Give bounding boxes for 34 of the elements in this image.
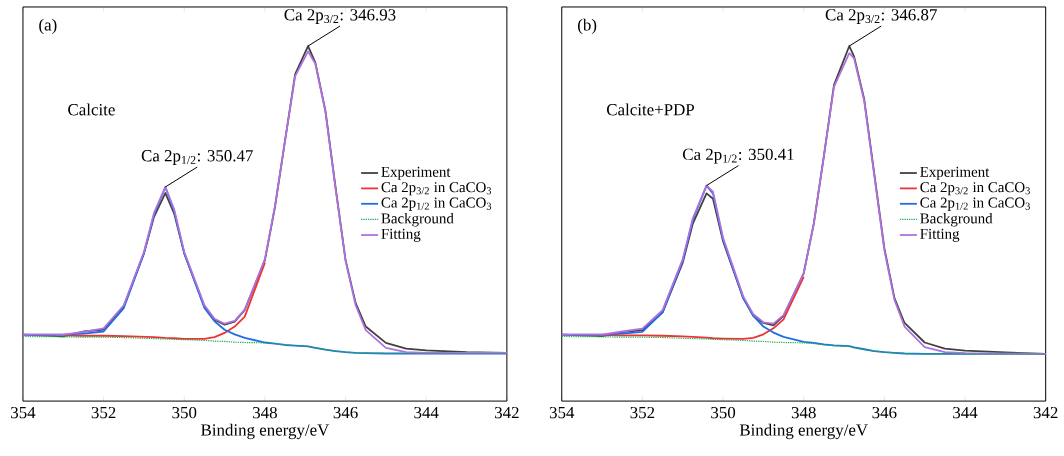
annotation: Ca 2p$_{3/2}$: 346.93 — [284, 9, 396, 24]
x-tick-label: 344 — [414, 406, 439, 419]
x-tick-label: 350 — [172, 406, 197, 419]
legend-label: Ca 2p$_{3/2}$ in CaCO$_{3}$ — [381, 182, 492, 196]
text: (b) — [578, 18, 597, 35]
x-tick-label: 346 — [872, 406, 897, 419]
x-tick-label: 348 — [253, 406, 277, 419]
x-axis-title: Binding energy/eV — [201, 423, 330, 440]
annotation: Calcite+PDP — [606, 103, 695, 116]
legend-label: Ca 2p$_{1/2}$ in CaCO$_{3}$ — [381, 197, 492, 211]
x-tick-label: 346 — [333, 406, 358, 419]
legend-label: Fitting — [920, 228, 960, 242]
x-tick-label: 342 — [1033, 406, 1058, 419]
legend-label: Experiment — [920, 166, 990, 180]
x-tick-label: 352 — [630, 406, 655, 419]
annotation: Ca 2p$_{3/2}$: 346.87 — [825, 9, 937, 24]
legend-label: Background — [381, 213, 454, 227]
x-axis-title: Binding energy/eV — [739, 423, 868, 440]
legend-label: Fitting — [381, 228, 421, 242]
legend-label: Ca 2p$_{1/2}$ in CaCO$_{3}$ — [920, 197, 1030, 211]
annotation: Ca 2p$_{1/2}$: 350.41 — [682, 148, 794, 164]
x-tick-label: 344 — [953, 406, 978, 419]
legend-label: Background — [920, 213, 993, 227]
legend-label: Ca 2p$_{3/2}$ in CaCO$_{3}$ — [920, 182, 1030, 196]
x-tick-label: 350 — [711, 406, 736, 419]
annotation: Calcite — [68, 103, 115, 116]
x-tick-label: 352 — [91, 406, 116, 419]
legend-label: Experiment — [381, 166, 451, 180]
x-tick-label: 354 — [549, 406, 575, 419]
annotation: Ca 2p$_{1/2}$: 350.47 — [141, 150, 253, 165]
text: (a) — [39, 18, 57, 35]
x-tick-label: 342 — [495, 406, 519, 419]
x-tick-label: 348 — [791, 406, 816, 419]
x-tick-label: 354 — [11, 406, 36, 419]
